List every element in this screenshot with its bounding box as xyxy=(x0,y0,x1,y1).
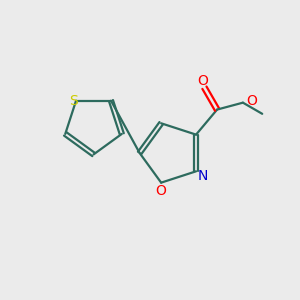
Text: O: O xyxy=(246,94,257,108)
Text: O: O xyxy=(197,74,208,88)
Text: O: O xyxy=(156,184,167,198)
Text: N: N xyxy=(197,169,208,183)
Text: S: S xyxy=(69,94,77,108)
